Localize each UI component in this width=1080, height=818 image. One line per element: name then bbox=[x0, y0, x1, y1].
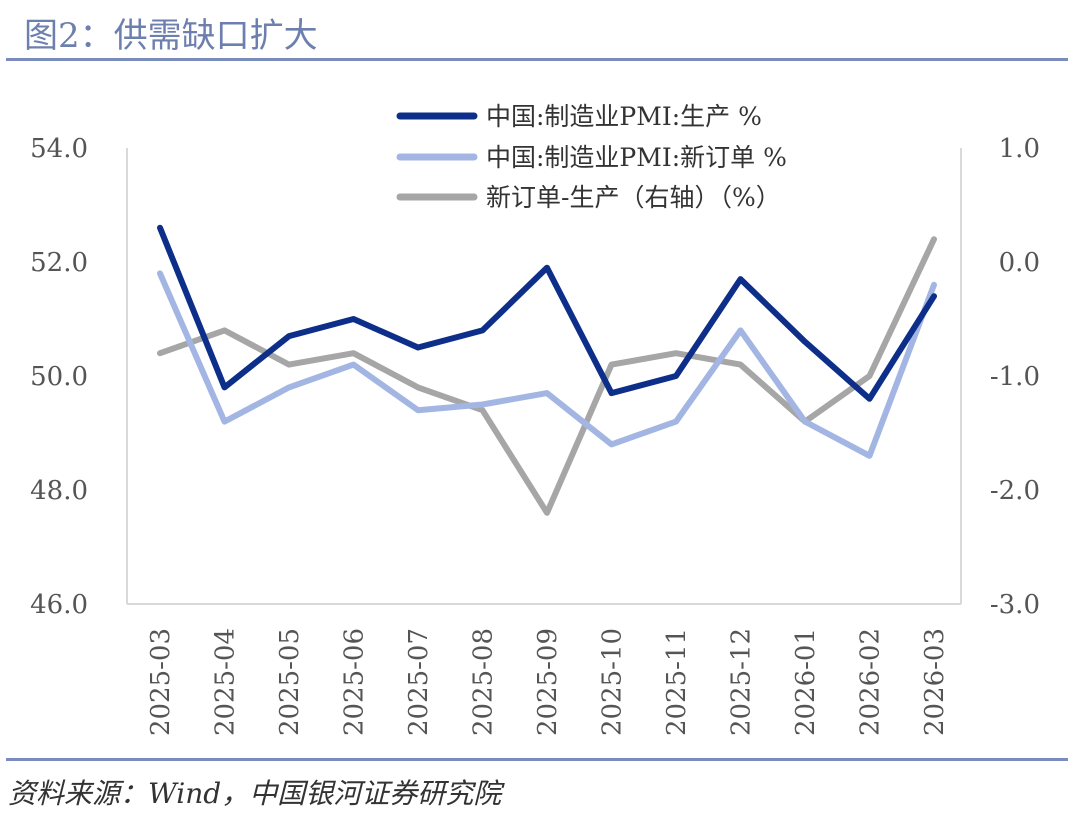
x-tick-label: 2025-05 bbox=[275, 628, 305, 736]
x-tick-label: 2026-01 bbox=[791, 628, 821, 736]
legend-label-0: 中国:制造业PMI:生产 % bbox=[486, 102, 762, 131]
x-tick-label: 2026-02 bbox=[856, 628, 886, 736]
legend-label-1: 中国:制造业PMI:新订单 % bbox=[486, 143, 787, 172]
legend: 中国:制造业PMI:生产 % 中国:制造业PMI:新订单 % 新订单-生产（右轴）（… bbox=[396, 102, 787, 212]
right-tick-label: -3.0 bbox=[990, 590, 1040, 620]
x-tick-label: 2025-07 bbox=[404, 628, 434, 736]
series-line-0 bbox=[157, 224, 937, 402]
x-tick-label: 2025-08 bbox=[469, 628, 499, 736]
x-tick-label: 2025-10 bbox=[598, 628, 628, 736]
series-layer bbox=[157, 224, 937, 516]
x-tick-label: 2025-06 bbox=[340, 628, 370, 736]
right-tick-label: 1.0 bbox=[999, 134, 1040, 164]
x-tick-label: 2025-04 bbox=[211, 628, 241, 736]
legend-label-2: 新订单-生产（右轴）（%） bbox=[486, 183, 781, 212]
x-tick-label: 2025-12 bbox=[727, 628, 757, 736]
right-tick-label: -2.0 bbox=[990, 476, 1040, 506]
source-note: 资料来源：Wind，中国银河证券研究院 bbox=[8, 777, 502, 810]
source-rule bbox=[6, 758, 1068, 761]
left-tick-label: 52.0 bbox=[30, 248, 88, 278]
x-tick-label: 2025-11 bbox=[662, 628, 692, 736]
left-tick-label: 48.0 bbox=[30, 476, 88, 506]
axes bbox=[126, 148, 962, 605]
left-tick-label: 54.0 bbox=[30, 134, 88, 164]
x-tick-label: 2026-03 bbox=[920, 628, 950, 736]
left-tick-label: 50.0 bbox=[30, 362, 88, 392]
right-tick-label: 0.0 bbox=[999, 248, 1040, 278]
series-line-2 bbox=[157, 236, 937, 516]
series-line-1 bbox=[157, 270, 937, 459]
right-tick-label: -1.0 bbox=[990, 362, 1040, 392]
x-tick-label: 2025-03 bbox=[146, 628, 176, 736]
x-tick-label: 2025-09 bbox=[533, 628, 563, 736]
left-tick-label: 46.0 bbox=[30, 590, 88, 620]
figure-title: 图2：供需缺口扩大 bbox=[24, 16, 318, 56]
title-rule bbox=[6, 58, 1068, 61]
line-chart: 中国:制造业PMI:生产 % 中国:制造业PMI:新订单 % 新订单-生产（右轴）（… bbox=[30, 102, 1040, 736]
tick-labels: 54.0 52.0 50.0 48.0 46.0 1.0 0.0 -1.0 -2.0 -3.0 20… bbox=[30, 134, 1040, 736]
